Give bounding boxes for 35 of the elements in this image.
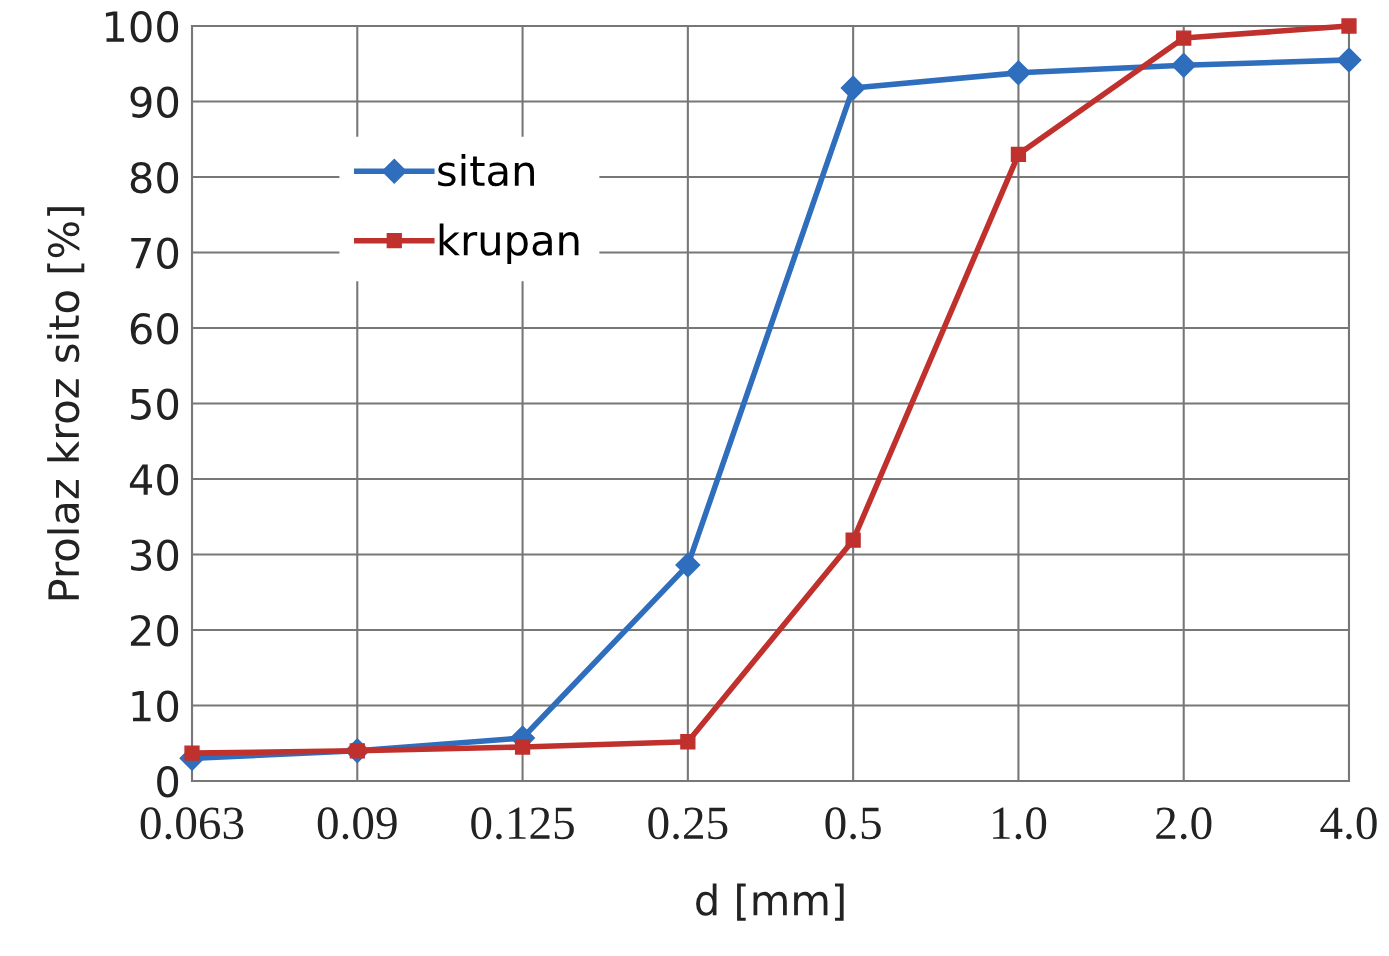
y-tick-label: 40 [129,463,179,496]
x-tick-label: 0.5 [825,807,881,840]
point [1336,47,1362,73]
point [845,532,861,548]
x-tick-label: 0.09 [317,807,397,840]
x-axis-title: d [mm] [696,883,844,921]
point [1010,146,1027,162]
y-tick-label: 30 [131,539,179,571]
y-tick-label: 0 [157,765,179,798]
y-tick-label: 20 [130,614,179,647]
y-tick-label: 100 [105,10,179,43]
point [675,552,701,578]
x-tick-label: 0.063 [140,807,244,840]
point [514,739,531,755]
y-tick-label: 10 [132,690,179,722]
point [1176,30,1192,46]
x-tick-label: 0.25 [648,807,728,840]
legend-label: sitan [438,154,534,187]
y-tick-label: 70 [131,237,179,269]
legend-label: krupan [439,223,579,264]
x-tick-label: 2.0 [1156,807,1212,840]
y-tick-label: 90 [130,86,179,118]
y-tick-label: 60 [130,312,179,345]
y-axis-title: Prolaz kroz sito [%] [47,207,85,600]
point [1341,18,1357,34]
x-tick-label: 4.0 [1320,807,1377,840]
x-tick-label: 1.0 [993,807,1047,840]
point [1005,60,1031,86]
point [680,734,696,750]
y-tick-label: 50 [131,388,179,420]
x-tick-label: 0.125 [471,807,574,840]
y-tick-label: 80 [130,161,179,194]
point [184,745,200,761]
point [1171,52,1197,78]
point [840,75,866,101]
